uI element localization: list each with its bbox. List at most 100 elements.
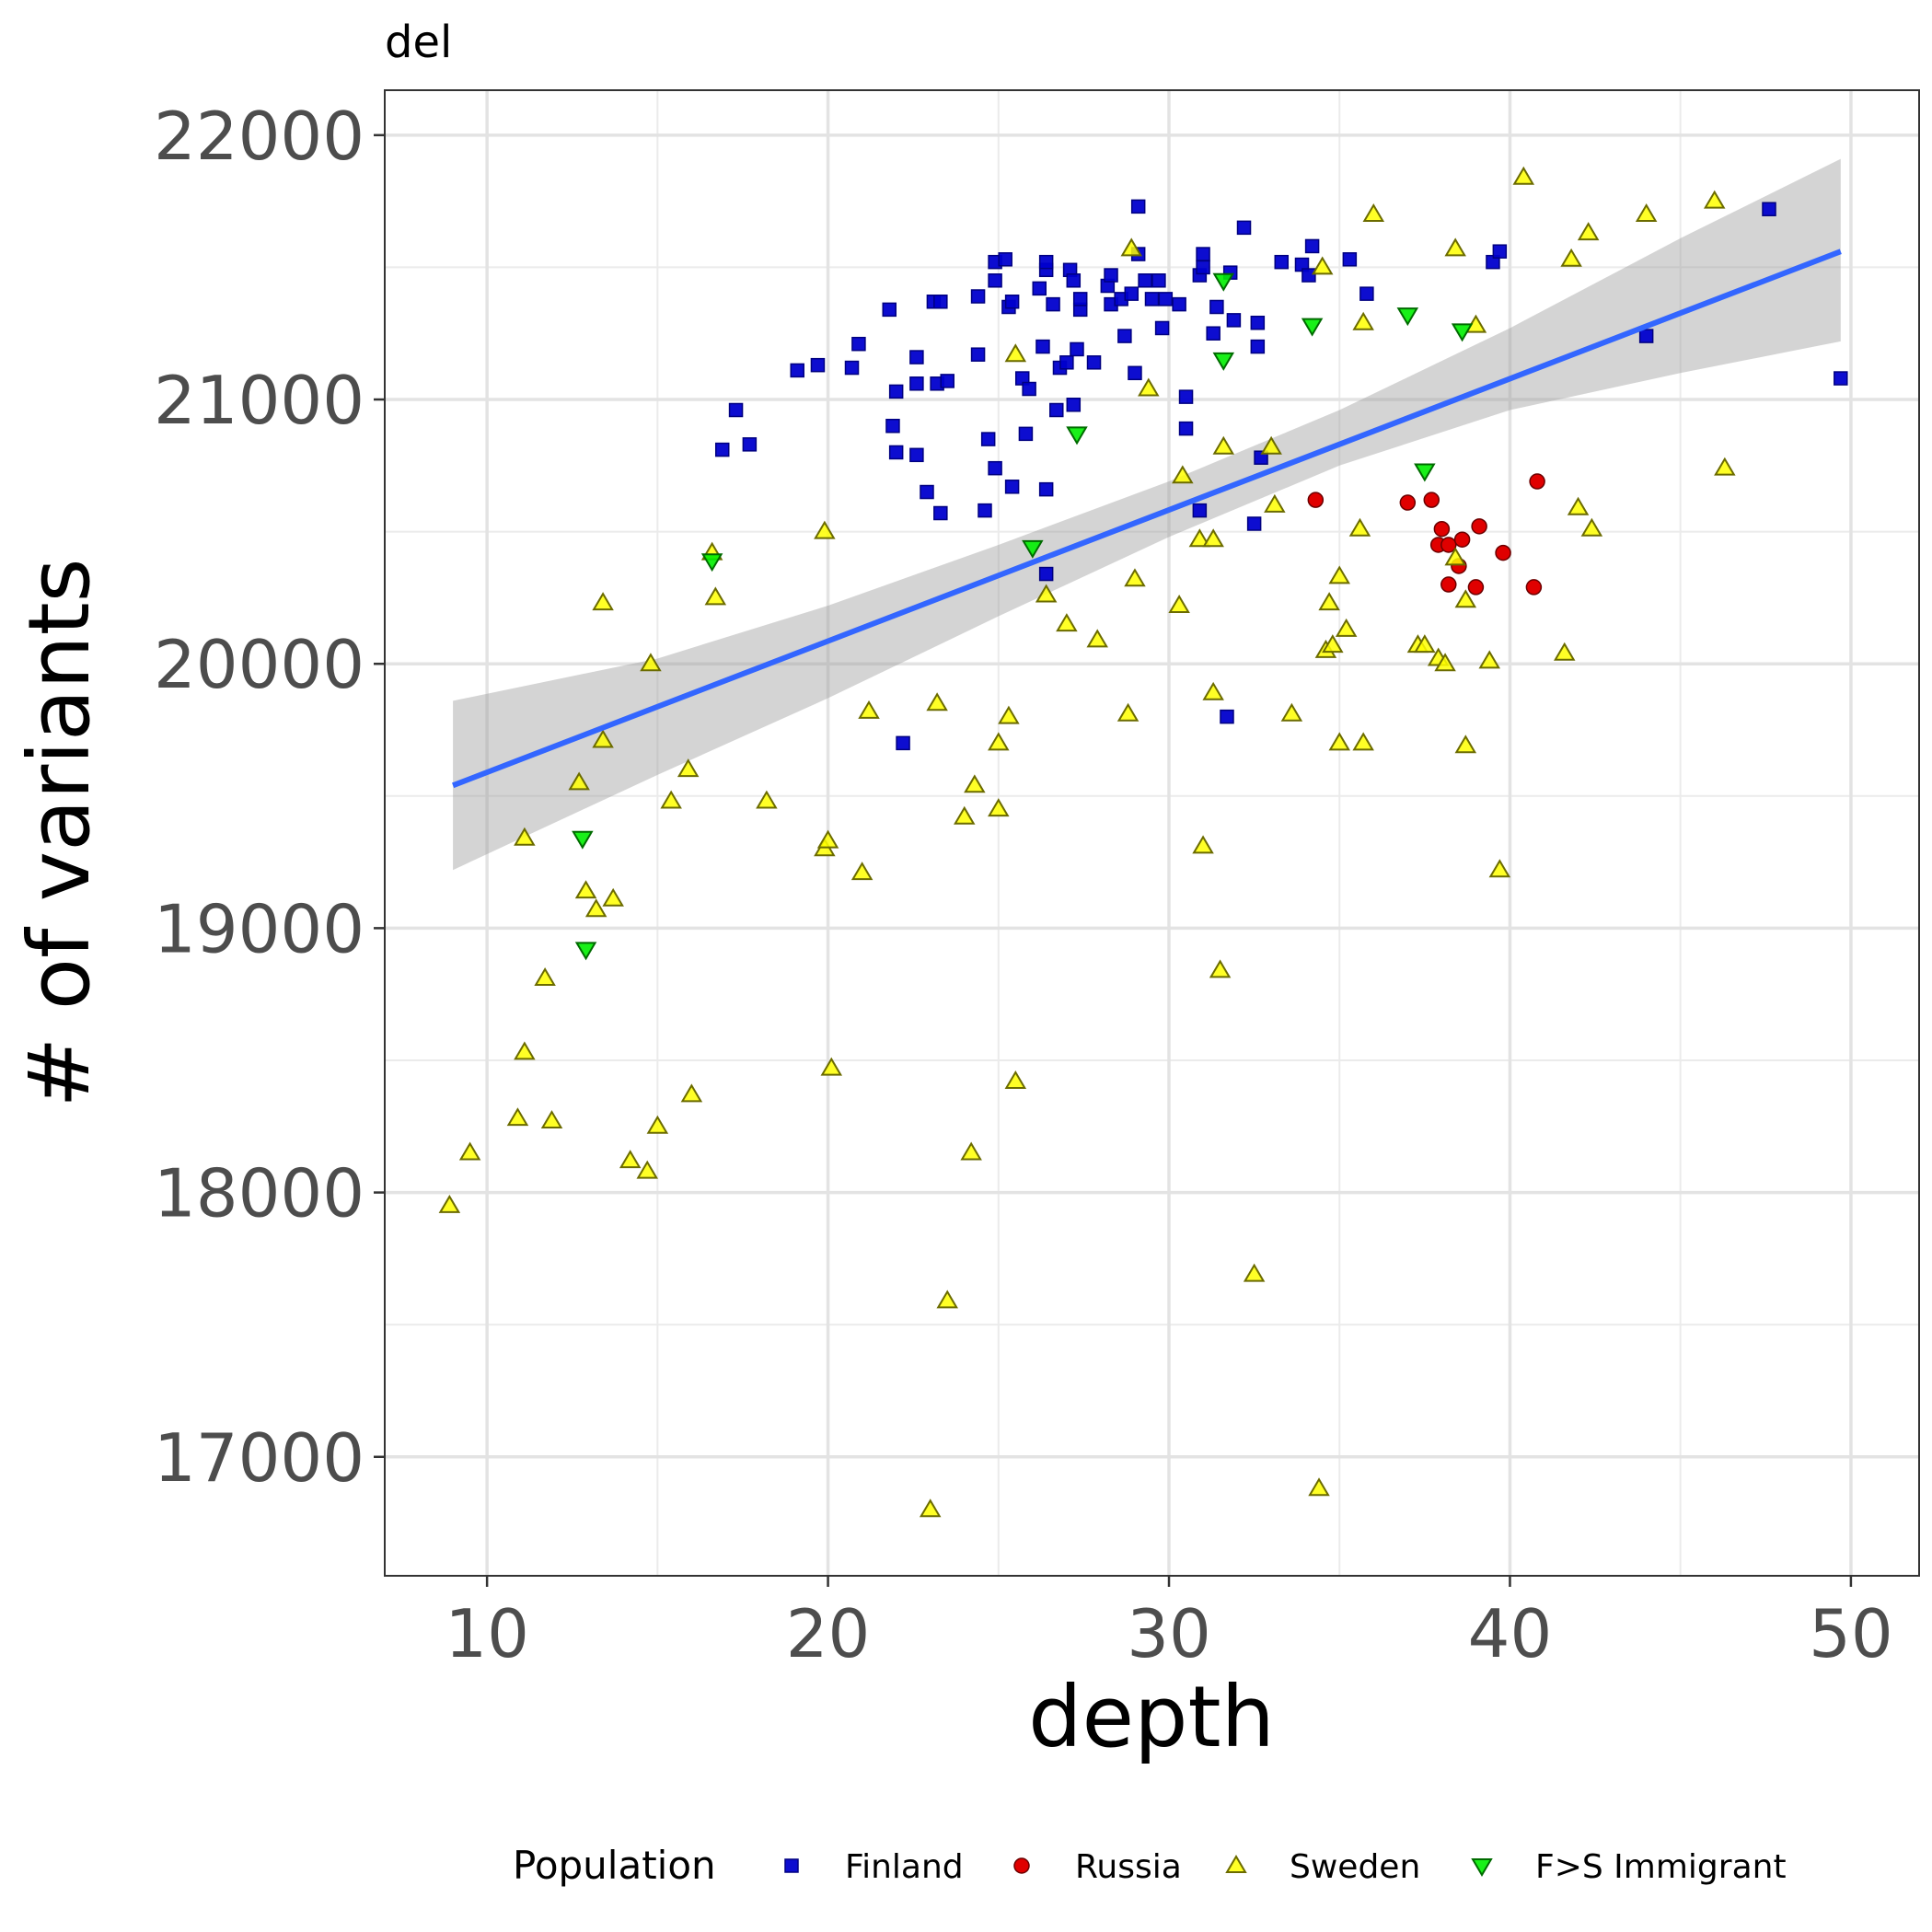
point-finland <box>1066 398 1082 412</box>
x-tick-label: 30 <box>1127 1595 1211 1672</box>
point-finland <box>1209 299 1224 315</box>
point-sweden <box>619 1150 642 1169</box>
confidence-band <box>453 158 1841 871</box>
point-finland <box>920 484 934 500</box>
point-finland <box>1834 371 1848 386</box>
point-finland <box>1638 329 1654 343</box>
point-sweden <box>704 586 727 606</box>
point-sweden <box>964 774 986 793</box>
point-sweden <box>1362 203 1385 222</box>
point-finland <box>1049 402 1064 418</box>
x-tick-label: 20 <box>786 1595 871 1672</box>
point-finland <box>885 418 900 434</box>
point-sweden <box>1188 528 1211 548</box>
point-finland <box>1124 286 1140 301</box>
point-sweden <box>1328 732 1350 751</box>
point-finland <box>1178 389 1194 404</box>
point-finland <box>1130 199 1146 214</box>
point-sweden <box>1280 702 1303 722</box>
point-finland <box>888 384 904 399</box>
x-tick-label: 50 <box>1809 1595 1893 1672</box>
point-finland <box>1762 202 1776 216</box>
point-sweden <box>1348 517 1371 537</box>
point-finland <box>1236 220 1252 236</box>
point-sweden <box>936 1290 958 1309</box>
point-sweden <box>1352 311 1374 330</box>
point-sweden <box>1086 629 1108 648</box>
point-sweden <box>677 758 700 778</box>
point-sweden <box>680 1083 703 1103</box>
point-finland <box>1206 326 1221 341</box>
point-finland <box>728 402 744 418</box>
point-finland <box>1144 292 1160 307</box>
point-finland <box>1172 296 1186 312</box>
point-sweden <box>1318 592 1340 611</box>
point-finland <box>1038 481 1054 497</box>
point-sweden <box>458 1141 481 1161</box>
point-finland <box>882 302 897 318</box>
point-sweden <box>1168 595 1190 614</box>
point-sweden <box>1478 650 1500 669</box>
point-sweden <box>756 790 778 809</box>
point-finland <box>1196 260 1210 275</box>
point-sweden <box>1004 1070 1027 1089</box>
point-sweden <box>1444 237 1466 257</box>
point-russia <box>1399 494 1417 511</box>
point-finland <box>790 363 804 378</box>
x-tick-label: 40 <box>1468 1595 1553 1672</box>
point-russia <box>1440 537 1457 553</box>
point-sweden <box>592 592 614 611</box>
point-finland <box>1046 296 1060 312</box>
point-finland <box>844 360 860 376</box>
point-sweden <box>1512 166 1535 185</box>
point-sweden <box>660 790 682 809</box>
point-finland <box>1066 273 1082 288</box>
point-sweden <box>816 829 839 849</box>
point-finland <box>1154 320 1170 336</box>
point-f-s-immigrant <box>1451 323 1474 342</box>
point-sweden <box>1703 190 1726 209</box>
point-finland <box>933 505 948 521</box>
legend-key-russia <box>1013 1857 1030 1874</box>
point-sweden <box>1553 642 1576 661</box>
point-sweden <box>960 1141 982 1161</box>
y-tick-label: 17000 <box>154 1419 364 1497</box>
legend: Population Finland Russia Sweden F>S Immigr… <box>513 1843 1787 1888</box>
point-f-s-immigrant <box>1212 272 1235 292</box>
point-finland <box>1038 254 1054 270</box>
point-sweden <box>1004 343 1027 363</box>
point-finland <box>1018 426 1034 442</box>
point-sweden <box>1120 237 1143 257</box>
point-finland <box>978 503 992 518</box>
point-finland <box>1246 516 1262 531</box>
point-finland <box>1274 254 1290 270</box>
point-sweden <box>1328 565 1350 584</box>
point-sweden <box>1322 634 1344 654</box>
point-russia <box>1529 473 1545 490</box>
point-russia <box>1467 579 1485 596</box>
point-finland <box>909 376 924 391</box>
point-finland <box>970 347 986 362</box>
point-f-s-immigrant <box>1414 463 1436 482</box>
point-finland <box>1128 365 1142 381</box>
point-sweden <box>640 653 662 672</box>
legend-key-finland <box>784 1858 799 1873</box>
point-finland <box>1038 566 1054 582</box>
point-finland <box>933 295 948 309</box>
grid <box>385 90 1919 1576</box>
point-finland <box>810 357 826 373</box>
x-axis: 10 20 30 40 50 <box>445 1576 1893 1672</box>
point-sweden <box>1444 547 1466 566</box>
point-finland <box>1359 286 1374 301</box>
point-russia <box>1433 520 1451 538</box>
point-sweden <box>1202 681 1224 700</box>
point-finland <box>742 437 758 452</box>
point-finland <box>896 735 910 751</box>
x-tick-label: 10 <box>445 1595 529 1672</box>
point-finland <box>940 374 954 388</box>
point-sweden <box>1138 377 1160 397</box>
point-sweden <box>1488 859 1511 878</box>
point-sweden <box>1035 584 1058 603</box>
point-finland <box>1086 355 1102 370</box>
